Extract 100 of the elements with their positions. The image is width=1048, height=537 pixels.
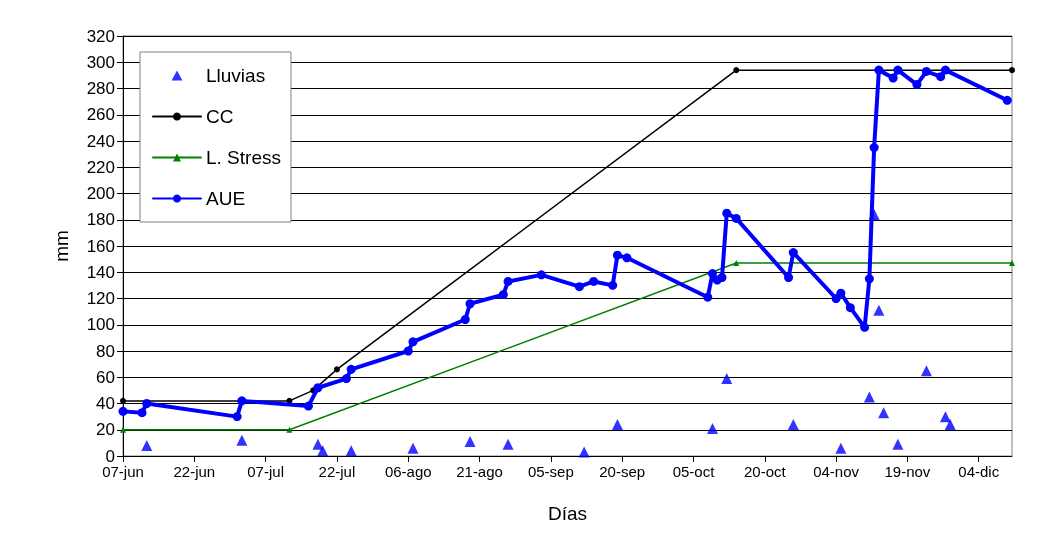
point — [940, 65, 950, 75]
point — [721, 373, 733, 385]
y-tick-label: 40 — [96, 394, 115, 413]
x-tick-label: 04-nov — [813, 463, 860, 480]
point — [232, 412, 242, 422]
y-tick-label: 300 — [86, 52, 115, 72]
y-tick-label: 240 — [86, 131, 115, 151]
y-tick-label: 320 — [86, 26, 115, 46]
point — [888, 73, 898, 83]
point — [707, 422, 718, 434]
y-tick-label: 140 — [86, 262, 115, 282]
point — [860, 322, 870, 332]
point — [237, 396, 247, 406]
point — [317, 445, 329, 457]
point — [312, 438, 324, 450]
point — [920, 365, 932, 377]
point — [137, 408, 147, 418]
legend-label: L. Stress — [206, 147, 281, 168]
point — [611, 419, 623, 430]
point — [120, 426, 126, 433]
x-tick-label: 05-oct — [672, 463, 716, 480]
x-tick-label: 20-sep — [599, 463, 646, 480]
point — [869, 143, 879, 153]
legend-label: CC — [206, 106, 234, 127]
point — [703, 292, 713, 302]
point — [787, 419, 799, 430]
point — [864, 274, 874, 284]
point — [589, 276, 599, 286]
point — [892, 438, 904, 450]
point — [944, 419, 956, 430]
point — [313, 383, 323, 393]
point — [868, 209, 880, 220]
y-tick-label: 120 — [86, 289, 115, 308]
point — [1009, 67, 1015, 74]
point — [835, 442, 847, 454]
point — [708, 269, 717, 279]
point — [286, 426, 293, 433]
point — [408, 337, 418, 347]
x-tick-label: 05-sep — [527, 463, 574, 480]
point — [878, 407, 890, 419]
point — [407, 442, 419, 454]
x-tick-label: 22-jul — [318, 463, 356, 480]
point — [120, 397, 126, 404]
point — [731, 213, 741, 223]
point — [346, 364, 356, 374]
x-tick-label: 22-jun — [173, 463, 216, 480]
x-tick-label: 04-dic — [958, 463, 1000, 480]
y-tick-label: 60 — [96, 367, 115, 387]
point — [939, 411, 951, 423]
y-tick-label: 80 — [96, 341, 115, 361]
point — [142, 399, 152, 408]
y-tick-label: 20 — [96, 420, 115, 440]
point — [845, 303, 855, 313]
point — [722, 208, 732, 218]
point — [303, 401, 313, 411]
point — [788, 248, 798, 258]
legend-label: AUE — [206, 188, 246, 209]
point — [236, 434, 248, 446]
y-axis-title: mm — [51, 230, 72, 262]
y-tick-label: 180 — [86, 210, 115, 230]
point — [578, 446, 590, 458]
point — [784, 273, 794, 282]
point — [333, 366, 340, 373]
y-tick-label: 280 — [86, 79, 115, 98]
point — [612, 250, 622, 260]
y-tick-label: 260 — [86, 105, 115, 125]
point — [465, 299, 475, 309]
point — [608, 280, 618, 290]
legend-label: Lluvias — [206, 65, 266, 86]
y-tick-label: 160 — [86, 236, 115, 256]
point — [403, 346, 413, 356]
x-tick-label: 06-ago — [384, 463, 432, 480]
point — [936, 72, 946, 82]
point — [502, 438, 514, 450]
y-tick-label: 0 — [105, 446, 115, 466]
point — [873, 304, 885, 316]
point — [141, 440, 153, 451]
x-tick-label: 20-oct — [743, 463, 787, 480]
point — [1009, 260, 1015, 267]
x-tick-label: 19-nov — [884, 463, 931, 480]
point — [733, 67, 740, 74]
point — [345, 445, 357, 457]
point — [893, 65, 903, 75]
point — [503, 276, 513, 286]
point — [717, 273, 727, 282]
x-tick-label: 21-ago — [456, 463, 503, 480]
point — [341, 374, 351, 384]
point — [1002, 95, 1012, 105]
point — [464, 436, 476, 448]
point — [874, 65, 884, 75]
point — [921, 66, 931, 76]
point — [574, 282, 584, 292]
y-tick-label: 100 — [86, 315, 115, 335]
point — [863, 391, 875, 403]
x-tick-label: 07-jun — [102, 463, 144, 480]
y-tick-label: 200 — [86, 184, 115, 203]
point — [912, 80, 922, 90]
point — [836, 288, 846, 298]
point — [460, 315, 470, 324]
point — [622, 253, 632, 263]
